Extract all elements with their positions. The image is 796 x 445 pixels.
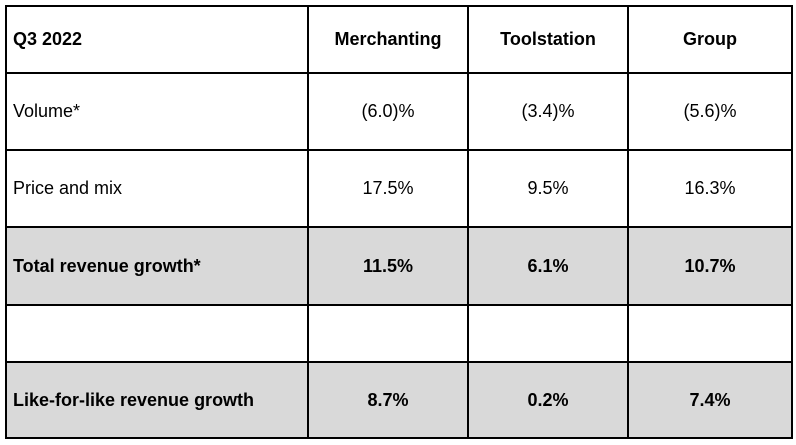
merchanting-value: (6.0)% bbox=[307, 72, 469, 151]
toolstation-value: 6.1% bbox=[467, 226, 629, 306]
merchanting-value bbox=[307, 304, 469, 363]
toolstation-value: 0.2% bbox=[467, 361, 629, 439]
toolstation-value bbox=[467, 304, 629, 363]
row-label: Price and mix bbox=[5, 149, 309, 228]
table-row-total-revenue-growth: Total revenue growth* 11.5% 6.1% 10.7% bbox=[5, 226, 793, 306]
row-label: Total revenue growth* bbox=[5, 226, 309, 306]
header-toolstation-cell: Toolstation bbox=[467, 5, 629, 74]
table-row-blank bbox=[5, 304, 793, 363]
merchanting-value: 17.5% bbox=[307, 149, 469, 228]
group-value: 7.4% bbox=[627, 361, 793, 439]
row-label: Like-for-like revenue growth bbox=[5, 361, 309, 439]
header-group-cell: Group bbox=[627, 5, 793, 74]
table-header-row: Q3 2022 Merchanting Toolstation Group bbox=[5, 5, 793, 74]
header-period-cell: Q3 2022 bbox=[5, 5, 309, 74]
table-row-like-for-like-revenue-growth: Like-for-like revenue growth 8.7% 0.2% 7… bbox=[5, 361, 793, 439]
toolstation-value: 9.5% bbox=[467, 149, 629, 228]
header-merchanting-cell: Merchanting bbox=[307, 5, 469, 74]
row-label: Volume* bbox=[5, 72, 309, 151]
group-value: (5.6)% bbox=[627, 72, 793, 151]
group-value: 10.7% bbox=[627, 226, 793, 306]
merchanting-value: 8.7% bbox=[307, 361, 469, 439]
merchanting-value: 11.5% bbox=[307, 226, 469, 306]
table-row-volume: Volume* (6.0)% (3.4)% (5.6)% bbox=[5, 72, 793, 151]
row-label bbox=[5, 304, 309, 363]
revenue-growth-table: Q3 2022 Merchanting Toolstation Group Vo… bbox=[5, 5, 793, 439]
toolstation-value: (3.4)% bbox=[467, 72, 629, 151]
table-row-price-and-mix: Price and mix 17.5% 9.5% 16.3% bbox=[5, 149, 793, 228]
group-value: 16.3% bbox=[627, 149, 793, 228]
group-value bbox=[627, 304, 793, 363]
